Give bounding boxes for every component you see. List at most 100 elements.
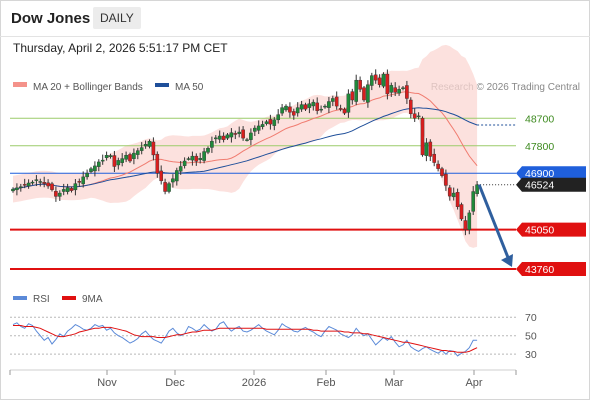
candle-body [303,104,308,110]
candle-body [100,159,105,162]
candle-body [323,105,327,108]
candle-body [389,85,394,93]
candle-body [202,151,206,161]
candle-body [416,115,421,118]
candle-body [424,142,429,156]
candle-body [463,220,468,230]
candle-body [58,192,62,197]
candle-body [370,75,374,86]
candle-body [112,155,117,167]
header-bar: Dow Jones DAILY [0,0,590,36]
level-label-48700: 48700 [525,113,554,125]
candle-body [233,133,238,135]
rsi-tick-50: 50 [525,331,537,343]
candle-body [132,152,136,159]
candle-body [135,150,140,155]
timestamp: Thursday, April 2, 2026 5:51:17 PM CET [13,41,228,55]
candle-body [116,160,121,166]
candle-body [198,158,203,160]
candle-body [151,141,156,156]
candle-body [448,187,452,197]
candle-body [65,187,70,192]
level-tag-46900 [516,166,586,181]
candle-body [104,155,109,159]
candle-body [190,155,195,161]
level-tag-46524 [516,177,586,192]
candle-body [30,181,35,184]
candle-body [292,111,296,116]
candle-body [186,158,191,160]
level-label-46900: 46900 [525,168,554,180]
rsi-ma-legend-swatch [62,296,76,300]
candle-body [409,99,413,114]
candle-body [381,73,386,87]
candle-body [73,183,78,191]
candle-body [401,87,405,89]
level-label-46524: 46524 [525,180,554,192]
candle-body [15,187,19,191]
candle-body [444,173,448,186]
level-label-45050: 45050 [525,225,554,237]
candle-body [89,168,93,172]
candle-body [81,176,85,185]
candle-body [225,134,230,139]
candle-body [38,181,43,183]
candle-body [163,182,167,192]
candle-body [256,125,261,131]
candle-body [229,132,234,138]
candle-body [206,148,210,153]
candle-body [171,178,175,183]
candle-body [77,181,82,183]
candle-body [299,104,304,110]
candle-body [85,173,89,178]
candle-body [346,93,351,113]
candle-body [46,182,50,187]
forecast-arrow-shaft [477,184,511,261]
candle-body [440,168,444,176]
candle-body [139,147,144,151]
candle-body [128,154,132,162]
candle-body [331,98,335,102]
candle-body [194,155,199,162]
candle-body [455,192,460,207]
candle-body [295,107,300,114]
candle-body [213,137,218,140]
candle-body [311,101,316,107]
candle-body [120,158,124,163]
rsi-legend-label: RSI [33,294,50,305]
candle-body [147,140,152,147]
candle-body [143,144,148,147]
candle-body [245,139,249,141]
candle-body [182,160,187,166]
candle-body [11,188,15,192]
candle-body [252,127,257,132]
time-tick-label: 2026 [242,377,266,389]
candle-body [385,73,390,95]
level-label-43760: 43760 [525,264,554,276]
candle-body [377,77,382,85]
candle-body [69,188,74,191]
candle-body [350,91,355,101]
candle-body [210,140,214,148]
candle-body [124,155,128,160]
rsi-series-line-1 [13,325,478,353]
rsi-tick-70: 70 [525,312,537,324]
forecast-arrow-head [501,254,513,268]
rsi-series-line-0 [12,321,478,357]
candle-body [54,191,58,197]
candle-body [342,109,347,114]
candle-body [159,170,164,182]
candle-body [272,119,277,126]
candle-body [315,102,320,111]
candle-body [334,96,339,107]
instrument-title: Dow Jones [11,10,91,27]
time-axis: Nov Dec 2026 Feb Mar Apr [9,369,517,389]
rsi-panel: 70 50 30 [10,312,537,361]
rsi-tick-30: 30 [525,349,537,361]
period-button[interactable]: DAILY [93,7,141,29]
candle-body [432,153,437,163]
candle-body [108,155,113,157]
candle-body [96,161,101,167]
